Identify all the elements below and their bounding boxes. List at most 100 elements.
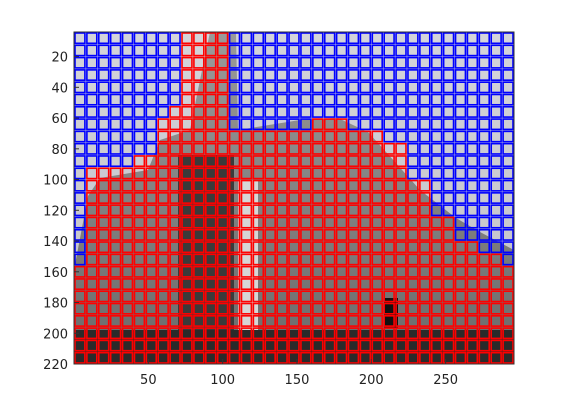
foreground-cell: [383, 204, 395, 217]
background-cell: [454, 44, 467, 57]
foreground-cell: [323, 192, 336, 204]
foreground-cell: [228, 327, 241, 340]
background-cell: [169, 32, 181, 45]
foreground-cell: [205, 278, 217, 291]
foreground-cell: [133, 179, 146, 192]
background-cell: [419, 32, 431, 45]
foreground-cell: [240, 167, 253, 180]
background-cell: [145, 142, 158, 155]
background-cell: [478, 155, 491, 168]
foreground-cell: [419, 216, 431, 229]
foreground-cell: [145, 253, 158, 266]
background-cell: [478, 93, 491, 106]
foreground-cell: [252, 241, 265, 254]
foreground-cell: [181, 155, 193, 168]
foreground-cell: [466, 278, 479, 291]
background-cell: [502, 192, 514, 204]
background-cell: [228, 56, 241, 69]
foreground-cell: [181, 167, 193, 180]
background-cell: [430, 81, 443, 94]
background-cell: [240, 69, 253, 81]
foreground-cell: [205, 265, 217, 278]
foreground-cell: [347, 241, 360, 254]
background-cell: [228, 69, 241, 81]
foreground-cell: [371, 192, 383, 204]
background-cell: [74, 192, 86, 204]
foreground-cell: [442, 351, 455, 364]
y-tick-label: 20: [51, 51, 68, 66]
foreground-cell: [371, 265, 383, 278]
foreground-cell: [371, 216, 383, 229]
foreground-cell: [264, 241, 276, 254]
background-cell: [228, 118, 241, 131]
foreground-cell: [288, 302, 300, 315]
foreground-cell: [395, 228, 407, 241]
foreground-cell: [335, 216, 348, 229]
background-cell: [121, 56, 134, 69]
foreground-cell: [205, 192, 217, 204]
background-cell: [240, 32, 253, 45]
foreground-cell: [133, 253, 146, 266]
foreground-cell: [442, 339, 455, 352]
foreground-cell: [169, 204, 181, 217]
background-cell: [442, 32, 455, 45]
foreground-cell: [240, 253, 253, 266]
foreground-cell: [205, 228, 217, 241]
foreground-cell: [395, 302, 407, 315]
foreground-cell: [312, 253, 324, 266]
foreground-cell: [145, 339, 158, 352]
background-cell: [466, 155, 479, 168]
foreground-cell: [252, 278, 265, 291]
foreground-cell: [502, 351, 514, 364]
background-cell: [442, 81, 455, 94]
foreground-cell: [145, 290, 158, 303]
foreground-cell: [442, 278, 455, 291]
foreground-cell: [157, 351, 169, 364]
foreground-cell: [300, 278, 312, 291]
foreground-cell: [205, 179, 217, 192]
foreground-cell: [252, 327, 265, 340]
background-cell: [442, 130, 455, 143]
foreground-cell: [312, 155, 324, 168]
background-cell: [490, 142, 502, 155]
foreground-cell: [430, 302, 443, 315]
foreground-cell: [216, 81, 229, 94]
x-tick-label: 250: [433, 373, 458, 388]
background-cell: [419, 155, 431, 168]
foreground-cell: [252, 179, 265, 192]
foreground-cell: [86, 327, 98, 340]
foreground-cell: [216, 93, 229, 106]
background-cell: [430, 93, 443, 106]
foreground-cell: [86, 216, 98, 229]
background-cell: [502, 179, 514, 192]
background-cell: [466, 118, 479, 131]
y-tick-label: 80: [51, 143, 68, 158]
foreground-cell: [454, 290, 467, 303]
foreground-cell: [300, 192, 312, 204]
background-cell: [502, 167, 514, 180]
foreground-cell: [335, 130, 348, 143]
foreground-cell: [478, 265, 491, 278]
background-cell: [86, 44, 98, 57]
foreground-cell: [133, 327, 146, 340]
background-cell: [407, 81, 419, 94]
background-cell: [466, 130, 479, 143]
foreground-cell: [205, 302, 217, 315]
foreground-cell: [205, 155, 217, 168]
background-cell: [478, 142, 491, 155]
foreground-cell: [157, 278, 169, 291]
foreground-cell: [216, 278, 229, 291]
background-cell: [133, 118, 146, 131]
foreground-cell: [109, 167, 122, 180]
foreground-cell: [193, 155, 205, 168]
foreground-cell: [181, 265, 193, 278]
foreground-cell: [169, 216, 181, 229]
background-cell: [97, 142, 110, 155]
foreground-cell: [323, 241, 336, 254]
foreground-cell: [109, 351, 122, 364]
background-cell: [300, 118, 312, 131]
foreground-cell: [312, 204, 324, 217]
background-cell: [74, 130, 86, 143]
foreground-cell: [335, 142, 348, 155]
foreground-cell: [109, 302, 122, 315]
